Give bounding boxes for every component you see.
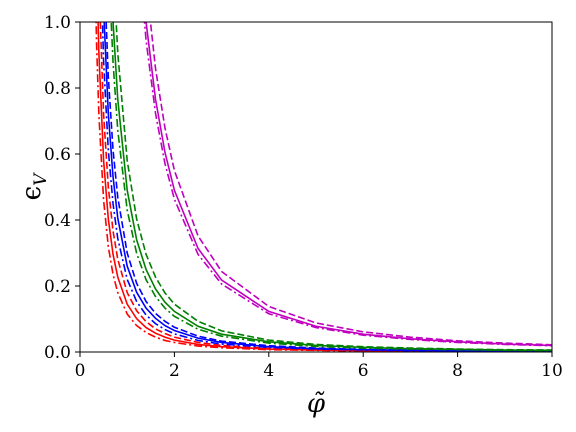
- y-tick-label: 0.4: [44, 211, 71, 231]
- x-tick-label: 10: [541, 361, 563, 381]
- y-tick-label: 0.8: [44, 79, 71, 99]
- plot-area: [95, 22, 552, 352]
- y-tick-label: 0.0: [44, 343, 71, 363]
- series-line: [143, 22, 552, 347]
- y-axis-label-sub: V: [31, 172, 51, 186]
- y-tick-label: 0.6: [44, 145, 71, 165]
- series-line: [101, 22, 552, 352]
- x-axis-label: φ̃: [307, 389, 326, 419]
- axes-frame: [79, 21, 553, 353]
- x-tick-label: 0: [75, 361, 86, 381]
- series-line: [115, 22, 552, 351]
- series-line: [105, 22, 552, 352]
- y-tick-label: 0.2: [44, 277, 71, 297]
- series-line: [110, 22, 552, 352]
- series-line: [112, 22, 552, 352]
- series-line: [145, 22, 552, 347]
- y-axis-label-main: ϵ: [17, 186, 47, 201]
- x-tick-label: 6: [358, 361, 369, 381]
- y-axis-label: ϵV: [17, 172, 51, 201]
- x-tick-label: 4: [263, 361, 274, 381]
- y-tick-label: 1.0: [44, 13, 71, 33]
- series-line: [149, 22, 552, 346]
- x-tick-label: 8: [452, 361, 463, 381]
- series-line: [95, 22, 552, 352]
- x-tick-label: 2: [169, 361, 180, 381]
